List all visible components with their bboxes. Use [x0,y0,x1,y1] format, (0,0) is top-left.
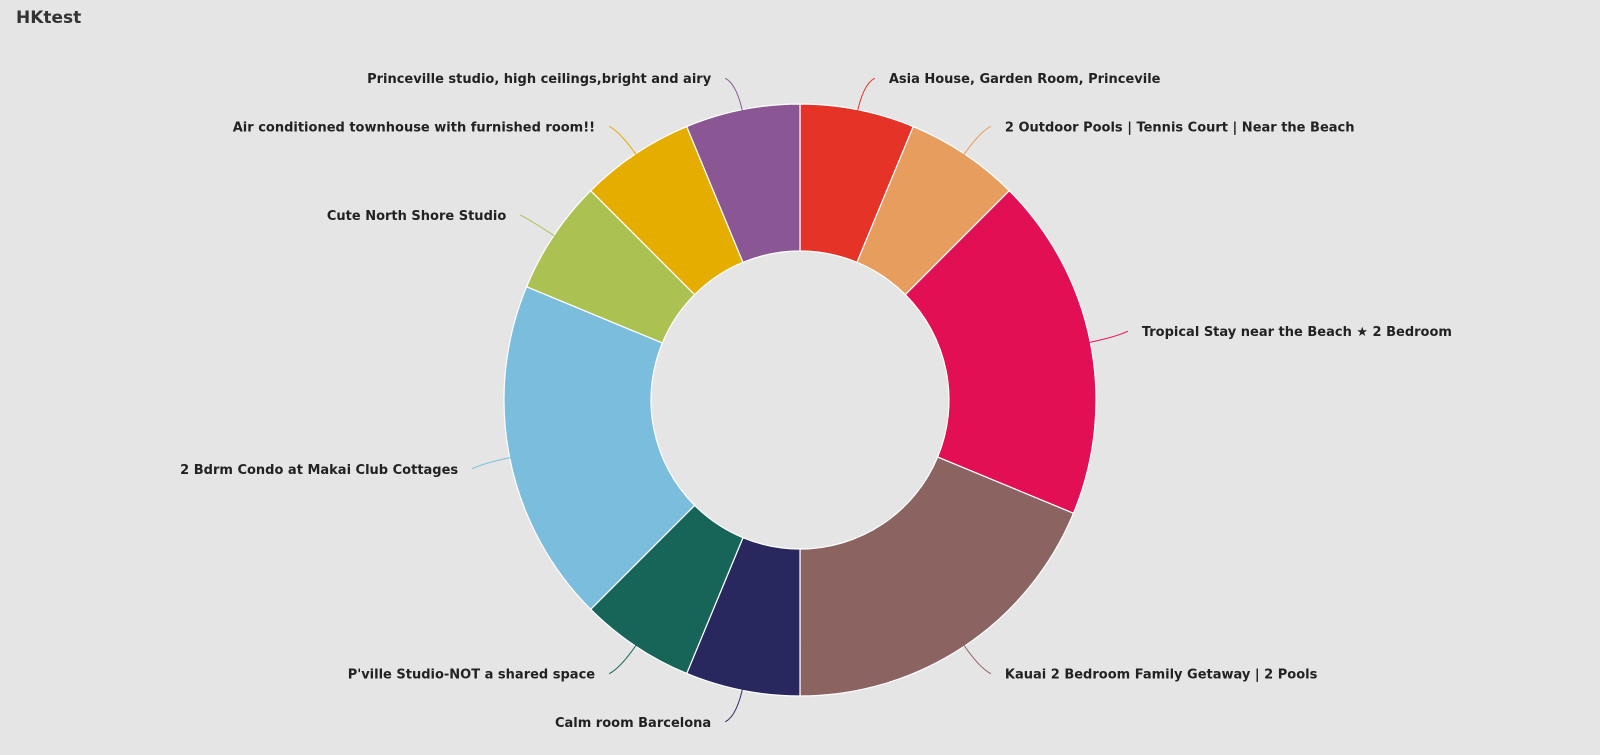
label-kauai-2-bedroom-family-getaway-2-pools: Kauai 2 Bedroom Family Getaway | 2 Pools [1005,668,1318,683]
label-princeville-studio-high-ceilings-bright-: Princeville studio, high ceilings,bright… [367,72,712,87]
label-leader-lines [471,77,1129,723]
leader-tropical-stay-near-the-beach-2-bedroom [1084,330,1129,344]
slice-princeville-studio-high-ceilings-bright-[interactable] [685,103,801,264]
slice-2-bdrm-condo-at-makai-club-cottages[interactable] [503,285,696,611]
page-title: HKtest [16,8,82,28]
slice-tropical-stay-near-the-beach-2-bedroom[interactable] [904,189,1097,515]
label-2-bdrm-condo-at-makai-club-cottages: 2 Bdrm Condo at Makai Club Cottages [180,463,458,478]
label-air-conditioned-townhouse-with-furnished: Air conditioned townhouse with furnished… [233,120,595,135]
leader-2-bdrm-condo-at-makai-club-cottages [471,456,516,470]
label-asia-house-garden-room-princevile: Asia House, Garden Room, Princevile [889,72,1161,87]
label-cute-north-shore-studio: Cute North Shore Studio [327,209,506,224]
slice-labels: Asia House, Garden Room, Princevile 2 Out… [180,72,1452,731]
leader-asia-house-garden-room-princevile [856,77,876,116]
leader-princeville-studio-high-ceilings-bright- [724,77,744,116]
leader-air-conditioned-townhouse-with-furnished [608,125,640,160]
slice-kauai-2-bedroom-family-getaway-2-pools[interactable] [799,456,1075,697]
leader-p-ville-studio-not-a-shared-space [608,640,640,675]
label-calm-room-barcelona: Calm room Barcelona [555,716,711,731]
label-tropical-stay-near-the-beach-2-bedroom: Tropical Stay near the Beach ★ 2 Bedroom [1142,325,1452,340]
leader-cute-north-shore-studio [520,214,560,240]
leader-2-outdoor-pools-tennis-court-near-the-be [960,125,992,160]
label-p-ville-studio-not-a-shared-space: P'ville Studio-NOT a shared space [348,668,596,683]
leader-calm-room-barcelona [724,684,744,723]
donut-slices [503,103,1097,697]
label-2-outdoor-pools-tennis-court-near-the-be: 2 Outdoor Pools | Tennis Court | Near th… [1005,120,1355,135]
leader-kauai-2-bedroom-family-getaway-2-pools [960,640,992,675]
